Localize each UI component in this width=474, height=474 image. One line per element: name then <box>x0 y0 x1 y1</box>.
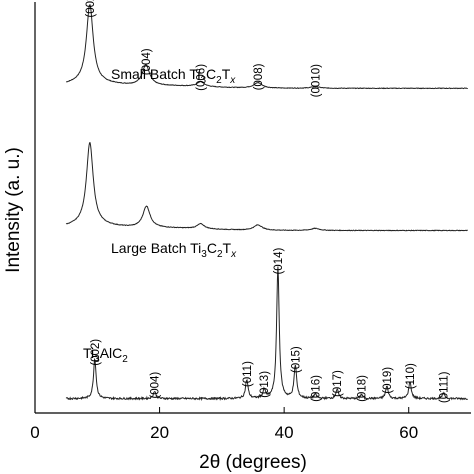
peak-label-2-0: (002) <box>90 339 102 366</box>
series-label-0-part-3: 2 <box>216 75 222 86</box>
series-label-1-part-1: 3 <box>201 249 207 260</box>
series-label-2-part-3: 2 <box>122 354 128 365</box>
peak-labels: (002) (004) (006) (008) (0010) (002) (004) (011… <box>85 0 451 403</box>
trace-1 <box>65 142 468 232</box>
trace-0 <box>65 4 468 90</box>
peak-label-2-5: (015) <box>290 346 302 373</box>
peak-label-2-1: (004) <box>150 372 162 399</box>
x-ticks: 0 20 40 60 <box>30 407 418 442</box>
peak-label-2-10: (110) <box>405 363 417 389</box>
series-label-0-part-1: 3 <box>200 75 206 86</box>
peak-label-0-3: (008) <box>253 63 265 90</box>
peak-label-0-4: (0010) <box>310 64 322 97</box>
peak-label-2-9: (019) <box>382 367 394 394</box>
peak-label-2-2: (011) <box>242 361 254 387</box>
trace-2 <box>65 266 468 402</box>
peak-label-0-2: (006) <box>196 64 208 91</box>
peak-label-2-6: (016) <box>310 375 322 402</box>
series-label-2: Ti3AlC2 <box>83 345 128 365</box>
x-tick-label-20: 20 <box>150 423 169 442</box>
series-label-0-part-2: C <box>206 66 216 82</box>
series-label-1-part-2: C <box>207 240 217 256</box>
peak-label-2-11: (0111) <box>439 371 451 403</box>
series-label-0-part-5: x <box>229 75 236 86</box>
series-label-0-part-0: Small Batch Ti <box>111 66 200 82</box>
series-label-1-part-5: x <box>230 249 237 260</box>
series-label-2-part-2: AlC <box>100 345 123 361</box>
x-axis-title: 2θ (degrees) <box>199 452 307 473</box>
peak-label-2-4: (014) <box>273 248 285 275</box>
peak-label-2-7: (017) <box>332 370 344 397</box>
peak-label-2-3: (013) <box>259 371 271 398</box>
y-axis-title: Intensity (a. u.) <box>3 147 24 273</box>
series-label-0-part-4: T <box>222 66 231 82</box>
peak-label-0-1: (004) <box>141 48 153 75</box>
axes <box>34 2 471 414</box>
x-tick-label-0: 0 <box>30 423 39 442</box>
series-label-1-part-3: 2 <box>217 249 223 260</box>
peak-label-2-8: (018) <box>356 375 368 402</box>
series-label-1: Large Batch Ti3C2Tx <box>111 240 237 260</box>
series-label-1-part-4: T <box>223 240 232 256</box>
series-label-1-part-0: Large Batch Ti <box>111 240 201 256</box>
series-label-2-part-1: 3 <box>94 354 100 365</box>
peak-label-0-0: (002) <box>85 0 97 18</box>
x-tick-label-60: 60 <box>399 423 418 442</box>
series-label-0: Small Batch Ti3C2Tx <box>111 66 236 86</box>
xrd-traces <box>65 4 468 402</box>
series-label-2-part-0: Ti <box>83 345 94 361</box>
x-tick-label-40: 40 <box>275 423 294 442</box>
